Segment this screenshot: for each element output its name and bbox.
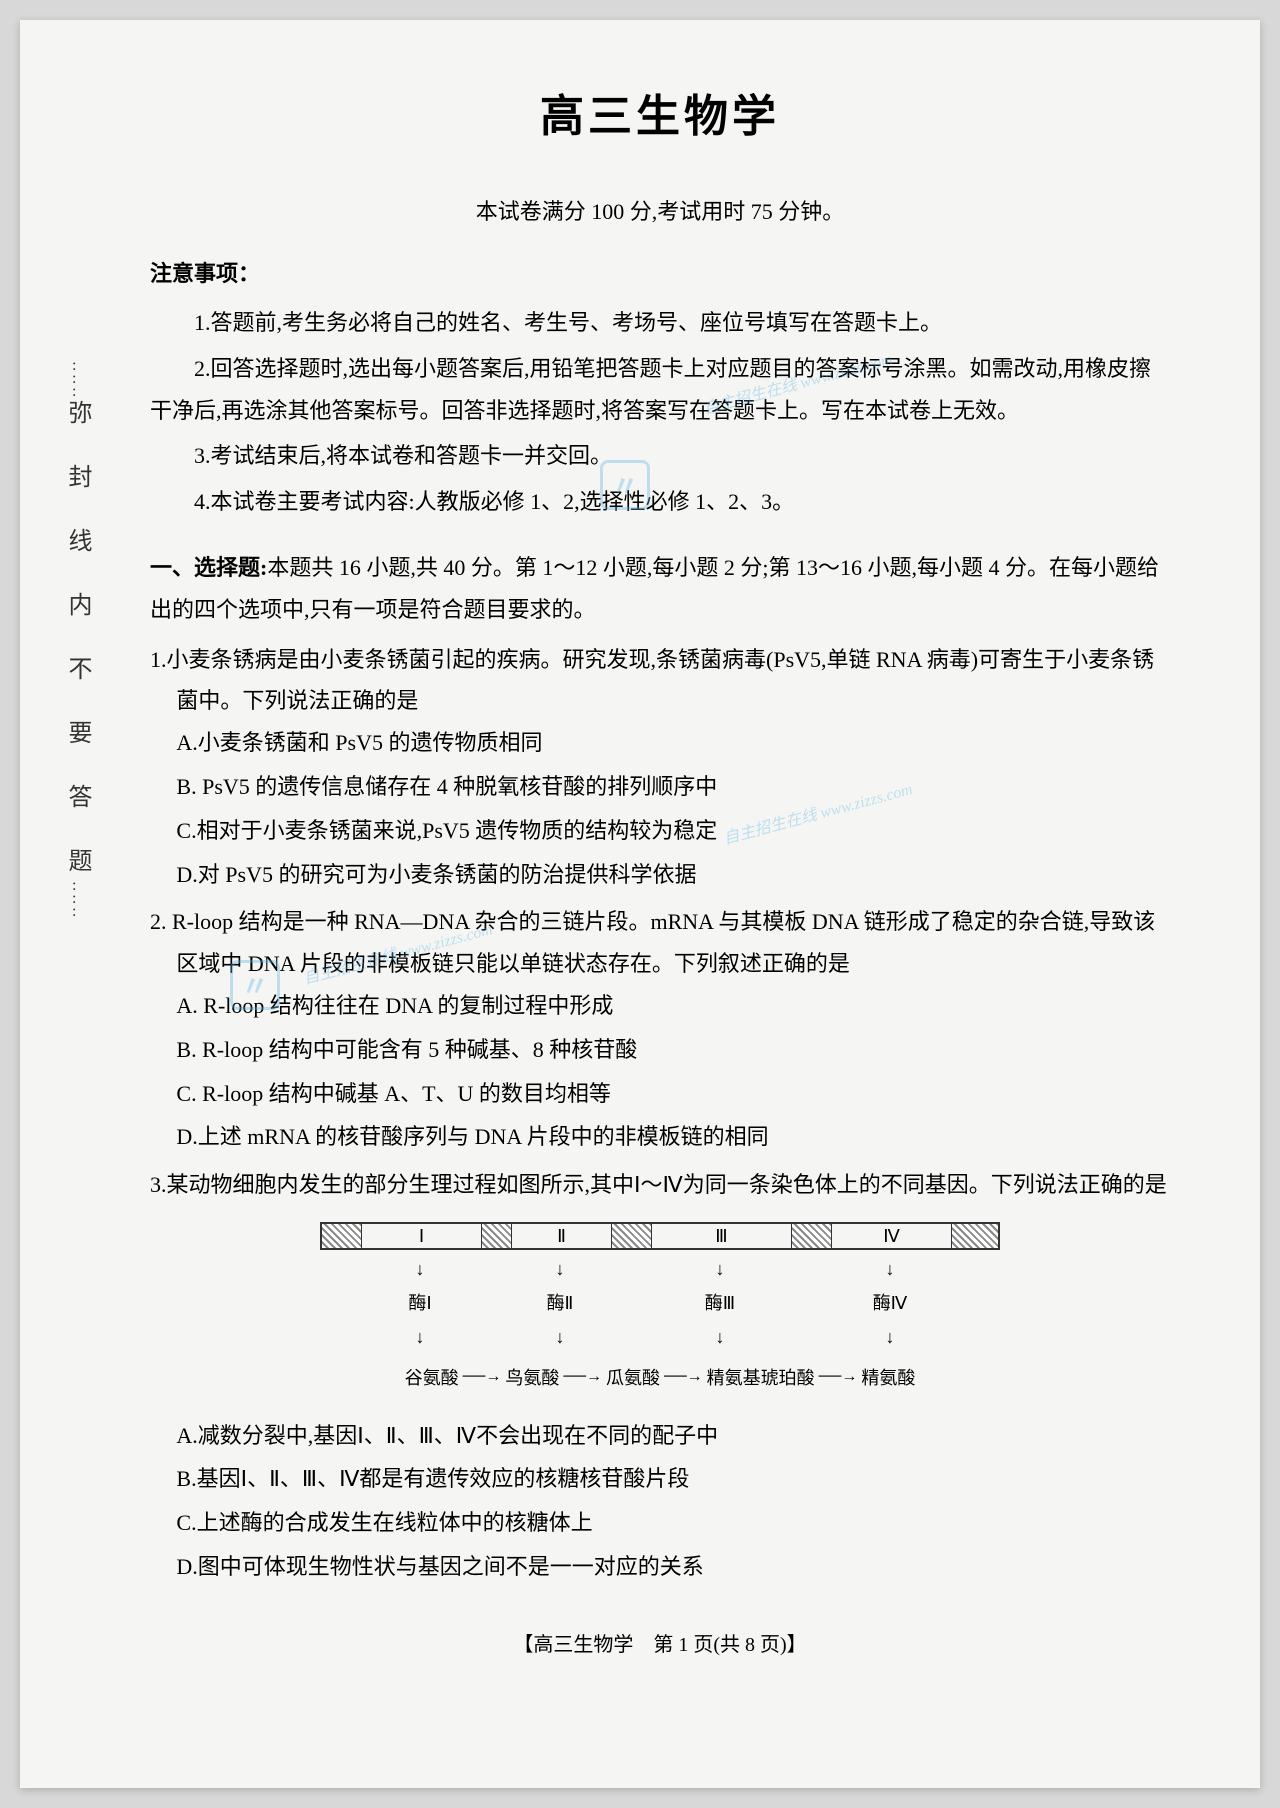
section-text: 本题共 16 小题,共 40 分。第 1～12 小题,每小题 2 分;第 13～… (150, 555, 1159, 622)
chromosome-bar: Ⅰ Ⅱ Ⅲ Ⅳ (320, 1222, 1000, 1250)
enzyme-label: 酶Ⅱ (510, 1286, 610, 1320)
notice-item: 3.考试结束后,将本试卷和答题卡一并交回。 (150, 435, 1170, 477)
option-b: B.基因Ⅰ、Ⅱ、Ⅲ、Ⅳ都是有遗传效应的核糖核苷酸片段 (150, 1458, 1170, 1500)
option-b: B. PsV5 的遗传信息储存在 4 种脱氧核苷酸的排列顺序中 (150, 766, 1170, 808)
arrow-icon: ──→ (463, 1362, 502, 1392)
notice-item: 1.答题前,考生务必将自己的姓名、考生号、考场号、座位号填写在答题卡上。 (150, 302, 1170, 344)
margin-dots: ::: (72, 880, 76, 918)
notice-item: 4.本试卷主要考试内容:人教版必修 1、2,选择性必修 1、2、3。 (150, 481, 1170, 523)
compound: 瓜氨酸 (606, 1361, 660, 1395)
option-c: C.上述酶的合成发生在线粒体中的核糖体上 (150, 1502, 1170, 1544)
section-header: 一、选择题:本题共 16 小题,共 40 分。第 1～12 小题,每小题 2 分… (150, 547, 1170, 631)
option-a: A.减数分裂中,基因Ⅰ、Ⅱ、Ⅲ、Ⅳ不会出现在不同的配子中 (150, 1415, 1170, 1457)
option-c: C. R-loop 结构中碱基 A、T、U 的数目均相等 (150, 1073, 1170, 1115)
compound: 谷氨酸 (405, 1361, 459, 1395)
page-title: 高三生物学 (150, 80, 1170, 144)
gene-box: Ⅱ (512, 1224, 612, 1248)
question-1: 1.小麦条锈病是由小麦条锈菌引起的疾病。研究发现,条锈菌病毒(PsV5,单链 R… (150, 639, 1170, 896)
compound: 精氨酸 (861, 1361, 915, 1395)
gene-box: Ⅰ (362, 1224, 482, 1248)
metabolic-pathway: 谷氨酸 ──→ 鸟氨酸 ──→ 瓜氨酸 ──→ 精氨基琥珀酸 ──→ 精氨酸 (320, 1361, 1000, 1395)
option-d: D.图中可体现生物性状与基因之间不是一一对应的关系 (150, 1546, 1170, 1588)
question-2: 2. R-loop 结构是一种 RNA—DNA 杂合的三链片段。mRNA 与其模… (150, 901, 1170, 1158)
compound: 精氨基琥珀酸 (707, 1361, 815, 1395)
question-stem: 1.小麦条锈病是由小麦条锈菌引起的疾病。研究发现,条锈菌病毒(PsV5,单链 R… (150, 639, 1170, 723)
gene-box: Ⅳ (832, 1224, 952, 1248)
option-d: D.上述 mRNA 的核苷酸序列与 DNA 片段中的非模板链的相同 (150, 1116, 1170, 1158)
arrow-icon: ──→ (563, 1362, 602, 1392)
page-footer: 【高三生物学 第 1 页(共 8 页)】 (150, 1628, 1170, 1657)
option-a: A.小麦条锈菌和 PsV5 的遗传物质相同 (150, 722, 1170, 764)
arrow-icon: ──→ (819, 1362, 858, 1392)
margin-dots: ::: (72, 360, 76, 398)
enzyme-row: 酶Ⅰ 酶Ⅱ 酶Ⅲ 酶Ⅳ (320, 1286, 1000, 1320)
gene-box: Ⅲ (652, 1224, 792, 1248)
notice-item: 2.回答选择题时,选出每小题答案后,用铅笔把答题卡上对应题目的答案标号涂黑。如需… (150, 348, 1170, 432)
enzyme-label: 酶Ⅲ (650, 1286, 790, 1320)
question-stem: 3.某动物细胞内发生的部分生理过程如图所示,其中Ⅰ～Ⅳ为同一条染色体上的不同基因… (150, 1164, 1170, 1206)
enzyme-label: 酶Ⅳ (830, 1286, 950, 1320)
exam-page: 弥封线内不要答题 ::: ::: 高三生物学 本试卷满分 100 分,考试用时 … (20, 20, 1260, 1788)
question-3: 3.某动物细胞内发生的部分生理过程如图所示,其中Ⅰ～Ⅳ为同一条染色体上的不同基因… (150, 1164, 1170, 1588)
arrow-row: ↓ ↓ ↓ ↓ (320, 1252, 1000, 1286)
option-b: B. R-loop 结构中可能含有 5 种碱基、8 种核苷酸 (150, 1029, 1170, 1071)
compound: 鸟氨酸 (505, 1361, 559, 1395)
arrow-row: ↓ ↓ ↓ ↓ (320, 1320, 1000, 1354)
binding-margin-label: 弥封线内不要答题 (60, 400, 95, 912)
option-a: A. R-loop 结构往往在 DNA 的复制过程中形成 (150, 985, 1170, 1027)
option-c: C.相对于小麦条锈菌来说,PsV5 遗传物质的结构较为稳定 (150, 810, 1170, 852)
gene-pathway-diagram: Ⅰ Ⅱ Ⅲ Ⅳ ↓ ↓ ↓ ↓ 酶Ⅰ (320, 1222, 1000, 1395)
notice-header: 注意事项： (150, 256, 1170, 288)
exam-info: 本试卷满分 100 分,考试用时 75 分钟。 (150, 194, 1170, 226)
section-prefix: 一、选择题: (150, 555, 267, 580)
enzyme-label: 酶Ⅰ (360, 1286, 480, 1320)
question-stem: 2. R-loop 结构是一种 RNA—DNA 杂合的三链片段。mRNA 与其模… (150, 901, 1170, 985)
option-d: D.对 PsV5 的研究可为小麦条锈菌的防治提供科学依据 (150, 854, 1170, 896)
arrow-icon: ──→ (664, 1362, 703, 1392)
